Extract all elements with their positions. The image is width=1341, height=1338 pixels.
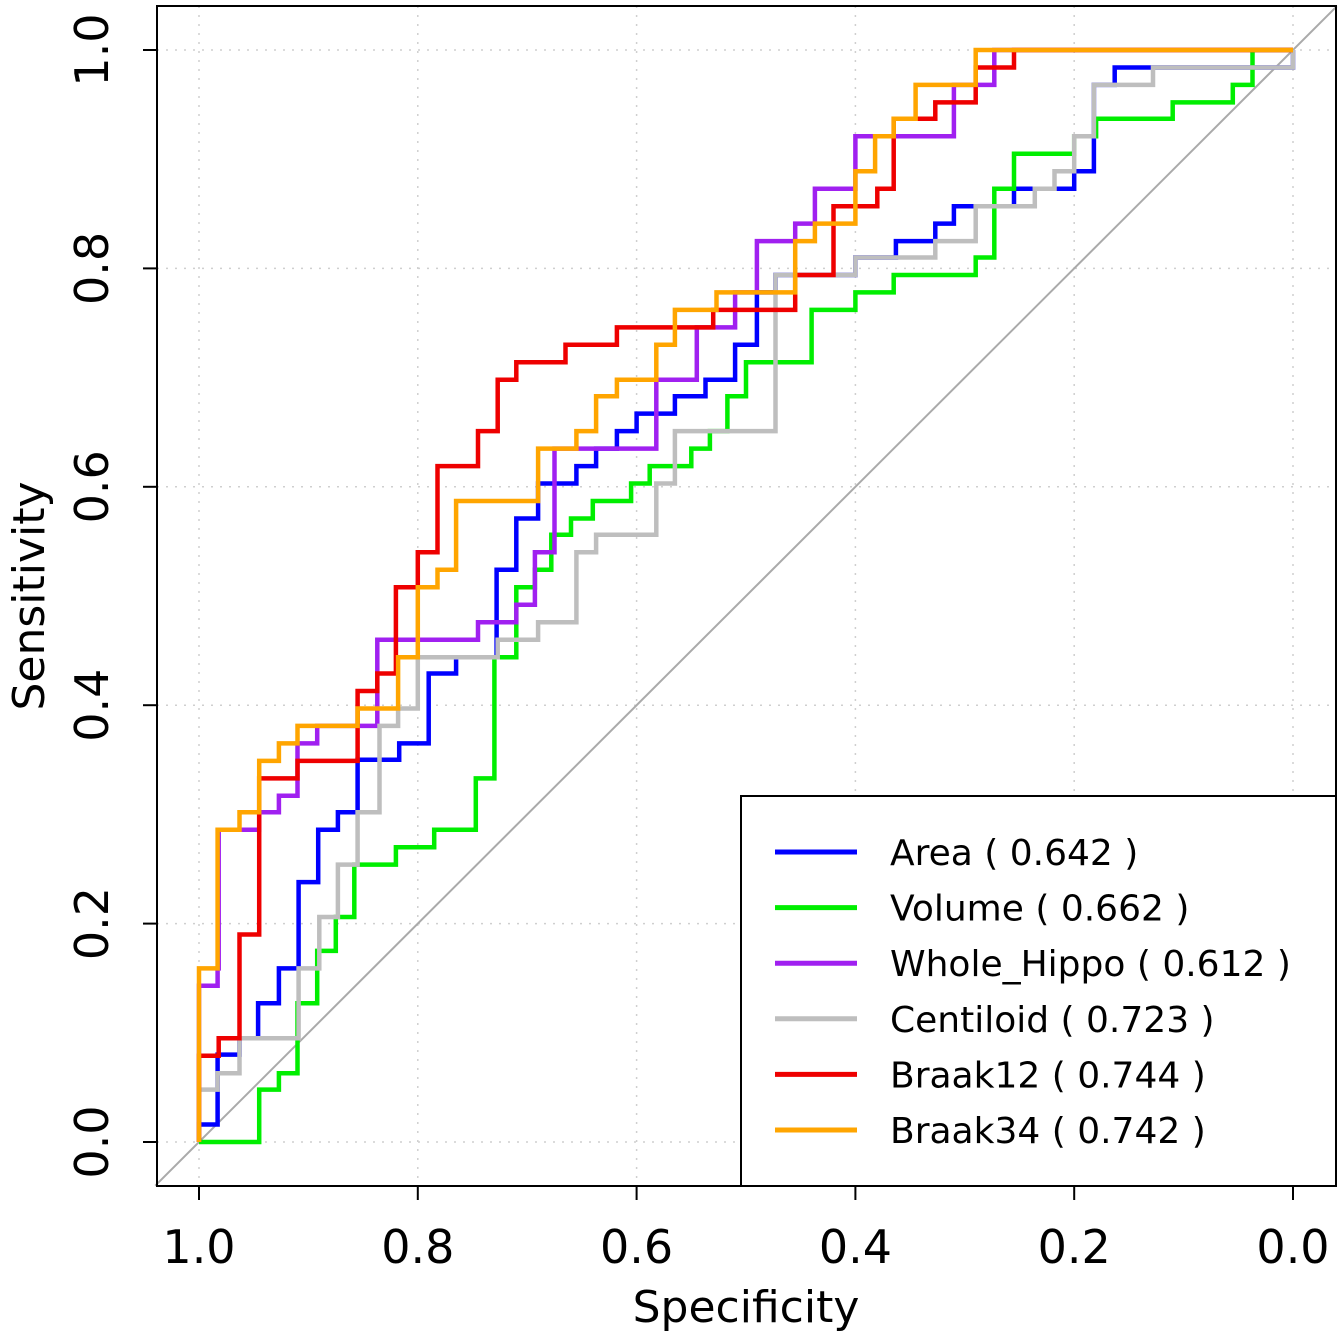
series-lines	[196, 47, 1296, 1145]
y-tick-label: 0.0	[65, 1105, 119, 1178]
series-line-centiloid	[196, 50, 1296, 1142]
x-tick-label: 0.4	[819, 1220, 892, 1274]
legend-box	[740, 795, 1337, 1187]
series-line-volume	[199, 47, 1293, 1145]
x-tick-label: 1.0	[162, 1220, 235, 1274]
series-line-area	[196, 50, 1296, 1142]
legend-label-braak12: Braak12 ( 0.744 )	[890, 1055, 1206, 1096]
diagonal-reference-line	[154, 5, 1338, 1187]
y-axis-label: Sensitivity	[4, 481, 55, 710]
y-tick-label: 0.2	[65, 887, 119, 960]
y-tick-label: 1.0	[65, 13, 119, 86]
legend-label-centiloid: Centiloid ( 0.723 )	[890, 1000, 1215, 1041]
series-line-braak34	[196, 47, 1293, 1142]
y-axis: 0.0 0.2 0.4 0.6 0.8 1.0	[65, 13, 158, 1179]
y-tick-label: 0.4	[65, 669, 119, 742]
x-tick-label: 0.2	[1038, 1220, 1111, 1274]
series-line-braak12	[196, 47, 1293, 1142]
legend-label-area: Area ( 0.642 )	[890, 833, 1138, 874]
x-tick-label: 0.8	[381, 1220, 454, 1274]
x-axis: 1.0 0.8 0.6 0.4 0.2 0.0	[162, 1185, 1330, 1274]
y-tick-label: 0.6	[65, 450, 119, 523]
legend: Area ( 0.642 ) Volume ( 0.662 ) Whole_Hipp…	[740, 795, 1337, 1187]
x-axis-label: Specificity	[633, 1282, 860, 1333]
legend-label-whole-hippo: Whole_Hippo ( 0.612 )	[890, 944, 1291, 985]
legend-label-braak34: Braak34 ( 0.742 )	[890, 1111, 1206, 1152]
legend-label-volume: Volume ( 0.662 )	[890, 889, 1189, 930]
x-tick-label: 0.6	[600, 1220, 673, 1274]
x-tick-label: 0.0	[1256, 1220, 1329, 1274]
y-tick-label: 0.8	[65, 232, 119, 305]
